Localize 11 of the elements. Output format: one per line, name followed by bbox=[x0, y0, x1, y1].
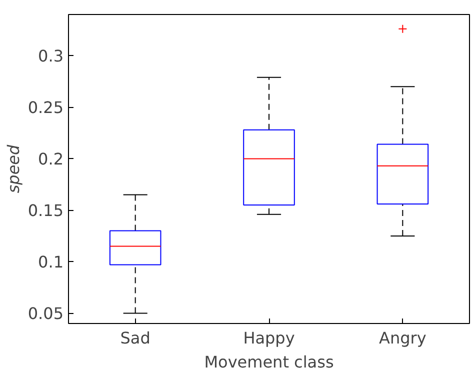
x-tick-label: Happy bbox=[243, 328, 295, 348]
x-tick-label: Sad bbox=[120, 328, 150, 348]
y-tick-label: 0.25 bbox=[28, 98, 64, 118]
y-tick-label: 0.3 bbox=[38, 46, 64, 66]
x-axis-title: Movement class bbox=[204, 352, 334, 372]
y-tick-label: 0.15 bbox=[28, 201, 64, 220]
y-tick-label: 0.1 bbox=[38, 252, 64, 272]
x-tick-label: Angry bbox=[379, 328, 426, 348]
y-axis-title: speed bbox=[4, 144, 23, 194]
y-tick-label: 0.05 bbox=[28, 304, 64, 324]
y-tick-label: 0.2 bbox=[38, 150, 64, 169]
